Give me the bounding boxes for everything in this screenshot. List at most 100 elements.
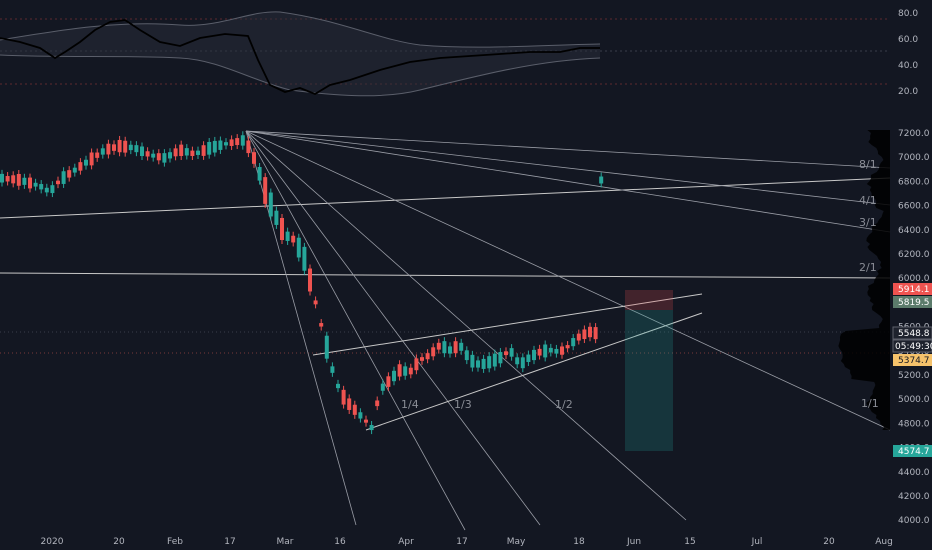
main-pane[interactable]: [0, 130, 891, 531]
candle-body: [151, 153, 156, 158]
horizontal-ray[interactable]: [0, 272, 891, 279]
position-target-zone[interactable]: [625, 290, 673, 310]
price-tick: 6800.0: [898, 177, 930, 187]
entry-price-tag: 5819.5: [898, 298, 930, 308]
stop-price-tag-bg: [893, 445, 932, 457]
candle-body: [481, 358, 486, 369]
time-tick: 2020: [41, 537, 64, 547]
candle-body: [196, 150, 200, 155]
candle-body: [498, 352, 503, 364]
time-axis[interactable]: 2020 20 Feb 17 Mar 16 Apr 17 May 18 Jun 15 Jul 20 Aug: [41, 537, 893, 547]
position-stop-zone[interactable]: [625, 310, 673, 451]
fan-line-1-3: [245, 130, 541, 526]
candle-body: [431, 347, 436, 357]
fan-line-8-1: [245, 130, 891, 169]
candle-body: [291, 235, 296, 243]
osc-tick-60: 60.0: [898, 35, 918, 45]
candle-body: [240, 135, 245, 146]
volume-profile: [838, 130, 890, 430]
candle-body: [319, 323, 324, 327]
osc-envelope-upper: [0, 11, 601, 48]
fan-labels: 8/1 4/1 3/1 2/1 1/1 1/4 1/3 1/2: [401, 158, 879, 411]
time-tick: 15: [684, 537, 695, 547]
candle-body: [442, 341, 447, 354]
fan-line-1-4: [245, 130, 466, 531]
candle-body: [537, 348, 542, 356]
candle-body: [470, 354, 475, 368]
candle-body: [380, 383, 385, 391]
target-price-tag-bg: [893, 283, 932, 295]
candle-body: [565, 345, 570, 349]
wedge-upper-line[interactable]: [312, 293, 703, 356]
time-tick: Apr: [398, 537, 414, 547]
time-tick: Aug: [875, 537, 893, 547]
fan-line-3-1: [245, 130, 891, 233]
candle-body: [179, 144, 184, 157]
candle-body: [235, 138, 240, 146]
time-tick: 20: [823, 537, 835, 547]
candle-body: [543, 344, 548, 358]
fan-label-1-2: 1/2: [555, 398, 573, 411]
candle-body: [128, 144, 133, 151]
volume-profile-shape: [838, 130, 890, 430]
candle-body: [257, 167, 262, 181]
candle-body: [459, 342, 464, 351]
candle-body: [588, 326, 592, 338]
candles-group[interactable]: [0, 131, 604, 435]
candle-body: [436, 342, 441, 350]
candle-body: [274, 210, 279, 225]
candle-body: [324, 335, 329, 359]
fan-label-3-1: 3/1: [859, 216, 877, 229]
osc-signal-line: [0, 19, 600, 96]
time-tick: Mar: [277, 537, 294, 547]
price-tick: 4800.0: [898, 419, 930, 429]
price-tick: 6200.0: [898, 250, 930, 260]
oscillator-axis[interactable]: 80.0 60.0 40.0 20.0: [898, 9, 918, 97]
candle-body: [184, 148, 189, 156]
candle-body: [448, 346, 452, 354]
candle-body: [560, 346, 564, 355]
candle-body: [302, 246, 307, 271]
candle-body: [218, 140, 223, 150]
time-tick: 17: [456, 537, 467, 547]
gann-fan[interactable]: [245, 130, 891, 531]
candle-body: [39, 184, 44, 190]
fan-label-4-1: 4/1: [859, 194, 877, 207]
time-tick: 17: [224, 537, 235, 547]
candle-body: [33, 182, 38, 187]
time-tick: 18: [573, 537, 585, 547]
current-price-tag: 5548.8: [898, 329, 930, 339]
candle-body: [268, 192, 273, 217]
candle-body: [72, 167, 77, 173]
time-tick: 20: [113, 537, 125, 547]
candle-body: [408, 367, 413, 375]
candle-body: [201, 145, 206, 156]
price-tick: 4000.0: [898, 516, 930, 526]
candle-body: [364, 419, 368, 423]
candle-body: [515, 357, 520, 365]
price-tick: 6000.0: [898, 274, 930, 284]
candle-body: [145, 151, 150, 157]
candle-body: [140, 146, 144, 157]
candle-body: [263, 177, 268, 204]
candle-body: [162, 153, 167, 163]
line-price-tag: 5374.7: [898, 356, 930, 366]
candle-body: [0, 173, 4, 183]
candle-body: [212, 140, 217, 153]
candle-body: [134, 145, 139, 153]
candle-body: [420, 357, 424, 361]
oscillator-pane[interactable]: [0, 11, 890, 97]
fan-label-1-3: 1/3: [454, 398, 472, 411]
candle-body: [190, 150, 195, 156]
osc-tick-80: 80.0: [898, 9, 918, 19]
candle-body: [16, 173, 21, 186]
trend-line-upper[interactable]: [0, 177, 891, 219]
time-tick: Feb: [167, 537, 183, 547]
candle-body: [95, 152, 100, 158]
fan-label-1-1: 1/1: [861, 397, 879, 410]
wedge-lower-line[interactable]: [365, 312, 703, 431]
osc-tick-40: 40.0: [898, 61, 918, 71]
price-tick: 7200.0: [898, 129, 930, 139]
time-tick: 16: [334, 537, 346, 547]
